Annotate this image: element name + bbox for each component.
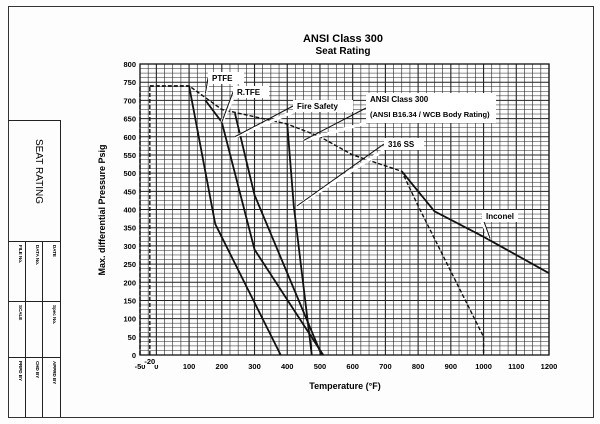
- chart-subtitle: Seat Rating: [315, 46, 370, 57]
- x-tick-label: 1200: [541, 362, 558, 371]
- y-tick-label: 400: [123, 206, 136, 215]
- label-box: [366, 93, 496, 123]
- label-box: [293, 100, 353, 112]
- leader-line: [234, 105, 294, 138]
- x-tick-label: 100: [183, 362, 196, 371]
- y-tick-label: 650: [123, 115, 136, 124]
- series-label: Inconel: [486, 212, 514, 221]
- y-tick-label: 500: [123, 169, 136, 178]
- y-tick-label: 350: [123, 224, 136, 233]
- series-label: R.TFE: [237, 88, 261, 97]
- y-tick-label: 750: [123, 78, 136, 87]
- label-box: [208, 72, 244, 84]
- x-tick-label: 600: [346, 362, 359, 371]
- series-line-316-ss: [286, 123, 313, 356]
- extra-tick-label: -20: [144, 357, 155, 366]
- extra-tick-label-bg: [141, 356, 158, 365]
- x-tick-label: 200: [216, 362, 229, 371]
- y-tick-label: 250: [123, 260, 136, 269]
- series-line-fire-safety: [234, 112, 323, 356]
- label-box: [482, 210, 518, 222]
- leader-line-halo: [234, 110, 294, 139]
- y-tick-label: 150: [123, 296, 136, 305]
- series-label-secondary: (ANSI B16.34 / WCB Body Rating): [370, 110, 490, 119]
- x-tick-label: 700: [379, 362, 392, 371]
- y-tick-label: 800: [123, 60, 136, 69]
- series-line-ptfe: [188, 85, 282, 356]
- x-tick-label: 1100: [508, 362, 524, 371]
- series-label: Fire Safety: [297, 102, 338, 111]
- y-tick-label: 0: [132, 351, 136, 360]
- title-block: SEAT RATING DATE DATA No. FILE No. Spec …: [8, 120, 61, 417]
- series-label: 316 SS: [388, 140, 415, 149]
- x-tick-label: 300: [248, 362, 261, 371]
- x-tick-label: 800: [412, 362, 425, 371]
- leader-line-halo: [296, 148, 385, 208]
- y-tick-label: 300: [123, 242, 136, 251]
- series-line-inconel: [401, 170, 550, 274]
- series-line-r-tfe: [204, 99, 324, 356]
- y-tick-label: 550: [123, 151, 136, 160]
- series-label: PTFE: [212, 74, 233, 83]
- series-label: ANSI Class 300: [370, 95, 429, 104]
- label-box: [233, 86, 269, 98]
- x-tick-label: 500: [314, 362, 327, 371]
- y-tick-label: 700: [123, 96, 136, 105]
- x-tick-label: 1000: [475, 362, 492, 371]
- x-tick-label: 0: [154, 362, 158, 371]
- y-tick-label: 50: [128, 333, 136, 342]
- leader-line: [204, 77, 209, 94]
- x-tick-label: 900: [445, 362, 458, 371]
- leader-line: [303, 107, 367, 141]
- leader-line: [221, 91, 234, 123]
- leader-line-halo: [303, 121, 367, 142]
- leader-line: [296, 143, 385, 207]
- y-axis-label: Max. differential Pressure Psig: [97, 144, 107, 275]
- y-tick-label: 100: [123, 315, 136, 324]
- label-box: [384, 138, 424, 150]
- x-axis-label: Temperature (°F): [309, 381, 380, 391]
- chart-title: ANSI Class 300: [303, 33, 383, 45]
- y-tick-label: 600: [123, 133, 136, 142]
- x-tick-label: -50: [135, 362, 146, 371]
- x-tick-label: 400: [281, 362, 294, 371]
- y-tick-label: 200: [123, 278, 136, 287]
- y-tick-label: 450: [123, 187, 136, 196]
- series-line-ansi-class-300: [149, 85, 485, 355]
- sheet-border: [8, 6, 594, 418]
